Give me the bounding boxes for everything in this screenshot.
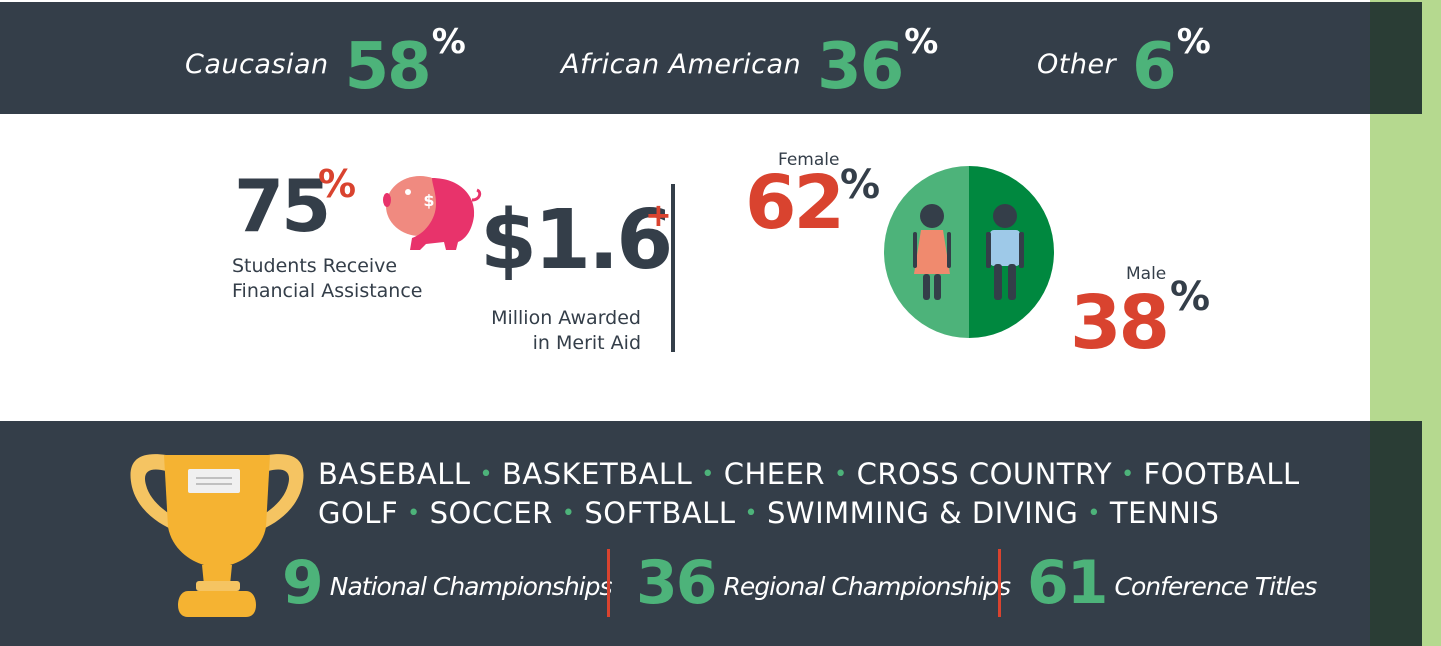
sport-item: GOLF — [318, 496, 399, 530]
dot-separator: • — [744, 501, 758, 526]
demographics-band: Caucasian 58 % African American 36 % Oth… — [0, 2, 1370, 114]
demographic-stat-other: Other 6 % — [1037, 20, 1211, 100]
demographic-label: Caucasian — [185, 48, 329, 80]
merit-aid-value: $1.6 — [480, 193, 673, 288]
red-divider — [998, 549, 1001, 617]
female-percent: % — [840, 162, 881, 208]
trophy-icon — [130, 454, 304, 617]
gender-split-circle — [884, 166, 1054, 338]
divider — [671, 184, 675, 352]
red-divider — [607, 549, 610, 617]
stats-section: 75 % Students Receive Financial Assistan… — [0, 114, 1370, 421]
championship-label: Conference Titles — [1114, 571, 1318, 601]
sport-item: BASEBALL — [318, 457, 471, 491]
financial-assistance-caption: Students Receive Financial Assistance — [232, 254, 452, 304]
demographic-stat-caucasian: Caucasian 58 % — [185, 20, 466, 100]
demographic-label: African American — [561, 48, 802, 80]
sport-item: SWIMMING & DIVING — [766, 496, 1079, 530]
merit-aid-plus: + — [645, 196, 672, 234]
financial-assistance-percent: % — [318, 162, 357, 206]
sport-item: CHEER — [723, 457, 826, 491]
demographic-stat-african-american: African American 36 % — [561, 20, 938, 100]
sport-item: CROSS COUNTRY — [856, 457, 1113, 491]
male-value: 38 — [1070, 280, 1170, 366]
percent-sign: % — [904, 22, 939, 62]
demographic-label: Other — [1037, 48, 1117, 80]
dot-separator: • — [834, 462, 848, 487]
dot-separator: • — [479, 462, 493, 487]
championship-stat-conference: 61 Conference Titles — [1027, 548, 1318, 618]
side-dark-block-top — [1370, 2, 1422, 114]
championship-stat-national: 9 National Championships — [282, 548, 613, 618]
athletics-band: BASEBALL • BASKETBALL • CHEER • CROSS COUNTRY •… — [0, 421, 1370, 646]
caption-line: in Merit Aid — [532, 332, 641, 354]
male-figure-icon — [986, 204, 1024, 300]
demographic-value: 6 — [1132, 30, 1177, 104]
sport-item: BASKETBALL — [502, 457, 693, 491]
male-percent: % — [1170, 274, 1211, 320]
svg-text:$: $ — [423, 191, 434, 210]
championship-stat-regional: 36 Regional Championships — [636, 548, 1012, 618]
championship-count: 36 — [636, 548, 717, 618]
dot-separator: • — [701, 462, 715, 487]
dot-separator: • — [561, 501, 576, 526]
dot-separator: • — [1087, 501, 1101, 526]
demographic-value: 36 — [817, 30, 904, 104]
sports-list-row-1: BASEBALL • BASKETBALL • CHEER • CROSS COUNTRY •… — [318, 457, 1318, 491]
female-label: Female — [778, 150, 840, 170]
championship-count: 9 — [282, 548, 324, 618]
dot-separator: • — [1121, 462, 1135, 487]
sport-item: FOOTBALL — [1143, 457, 1300, 491]
side-dark-block-bottom — [1370, 421, 1422, 646]
sports-list-row-2: GOLF • SOCCER • SOFTBALL • SWIMMING & DIVING • T… — [318, 496, 1318, 530]
caption-line: Million Awarded — [491, 307, 641, 329]
merit-aid-caption: Million Awarded in Merit Aid — [440, 306, 641, 356]
female-figure-icon — [913, 204, 951, 300]
male-label: Male — [1126, 264, 1167, 284]
championship-count: 61 — [1027, 548, 1108, 618]
caption-line: Students Receive — [232, 255, 398, 277]
caption-line: Financial Assistance — [232, 280, 423, 302]
financial-assistance-value: 75 — [234, 164, 331, 248]
sport-item: TENNIS — [1109, 496, 1220, 530]
female-value: 62 — [745, 160, 845, 246]
demographic-value: 58 — [344, 30, 432, 104]
piggy-bank-icon: $ — [383, 176, 482, 250]
championship-label: Regional Championships — [723, 571, 1012, 601]
championship-label: National Championships — [329, 571, 613, 601]
dot-separator: • — [407, 501, 421, 526]
sport-item: SOCCER — [429, 496, 553, 530]
percent-sign: % — [1176, 22, 1211, 62]
sport-item: SOFTBALL — [584, 496, 736, 530]
percent-sign: % — [431, 22, 466, 62]
